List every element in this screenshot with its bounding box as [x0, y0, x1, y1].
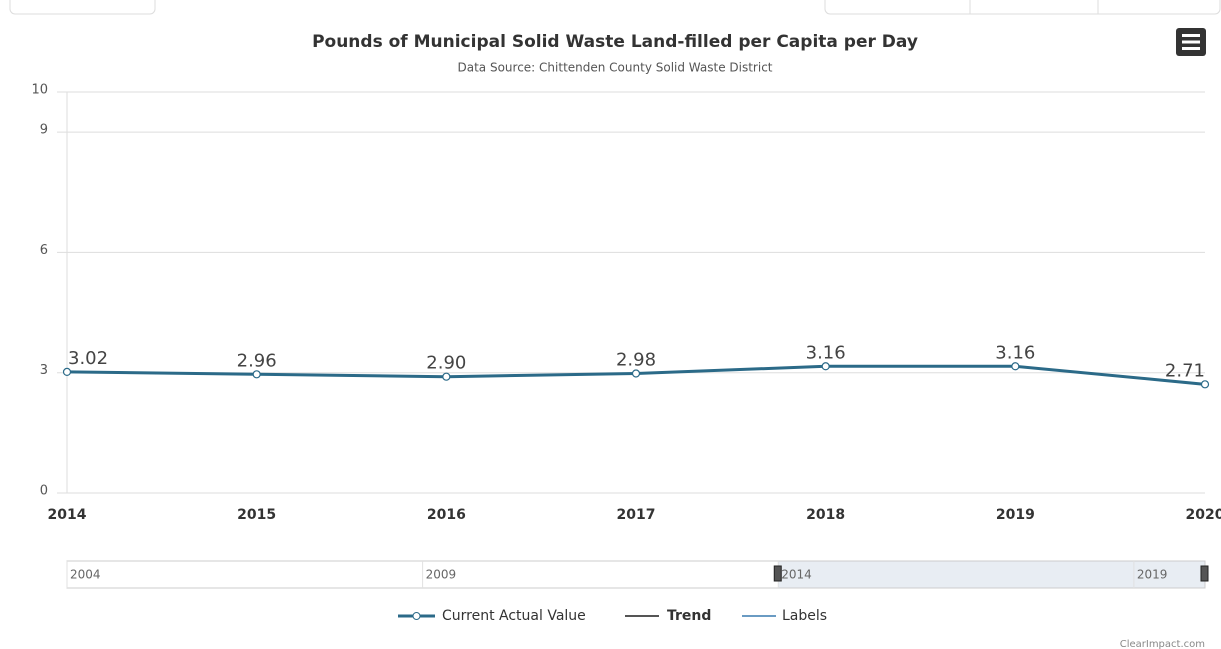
- navigator-label: 2004: [70, 568, 101, 582]
- y-tick-label: 9: [40, 123, 48, 138]
- data-label: 3.02: [68, 348, 108, 369]
- navigator-handle[interactable]: [1200, 565, 1209, 582]
- x-tick-label: 2016: [427, 507, 466, 523]
- data-label: 2.71: [1165, 360, 1205, 381]
- top-button[interactable]: [9, 0, 156, 15]
- point-marker: [1011, 362, 1020, 371]
- data-label: 3.16: [995, 342, 1035, 363]
- navigator-handle[interactable]: [773, 565, 782, 582]
- x-tick-label: 2014: [48, 507, 87, 523]
- navigator-label: 2014: [781, 568, 812, 582]
- data-label: 3.16: [806, 342, 846, 363]
- legend-symbol: [412, 612, 421, 620]
- navigator-label: 2019: [1137, 568, 1168, 582]
- point-marker: [442, 372, 451, 381]
- point-marker: [252, 370, 261, 379]
- point-marker: [821, 362, 830, 371]
- data-label: 2.90: [426, 353, 466, 374]
- x-tick-label: 2020: [1186, 507, 1221, 523]
- x-tick-label: 2019: [996, 507, 1035, 523]
- legend-label[interactable]: Current Actual Value: [442, 608, 586, 624]
- data-label: 2.98: [616, 350, 656, 371]
- y-tick-label: 3: [40, 363, 48, 378]
- menu-button[interactable]: [1176, 28, 1206, 56]
- y-tick-label: 10: [31, 83, 48, 98]
- x-tick-label: 2015: [237, 507, 276, 523]
- legend-label[interactable]: Labels: [782, 608, 827, 624]
- x-tick-label: 2018: [806, 507, 845, 523]
- point-marker: [62, 367, 72, 376]
- point-marker: [1200, 380, 1210, 389]
- chart-subtitle: Data Source: Chittenden County Solid Was…: [458, 61, 773, 75]
- legend-label[interactable]: Trend: [667, 608, 711, 624]
- point-marker: [631, 369, 641, 378]
- chart-title: Pounds of Municipal Solid Waste Land-fil…: [312, 32, 918, 52]
- navigator-label: 2009: [426, 568, 457, 582]
- top-button-group[interactable]: [824, 0, 1221, 15]
- y-tick-label: 6: [40, 243, 48, 258]
- data-label: 2.96: [237, 350, 277, 371]
- x-tick-label: 2017: [617, 507, 656, 523]
- credit: ClearImpact.com: [1120, 639, 1205, 649]
- y-tick-label: 0: [40, 484, 48, 499]
